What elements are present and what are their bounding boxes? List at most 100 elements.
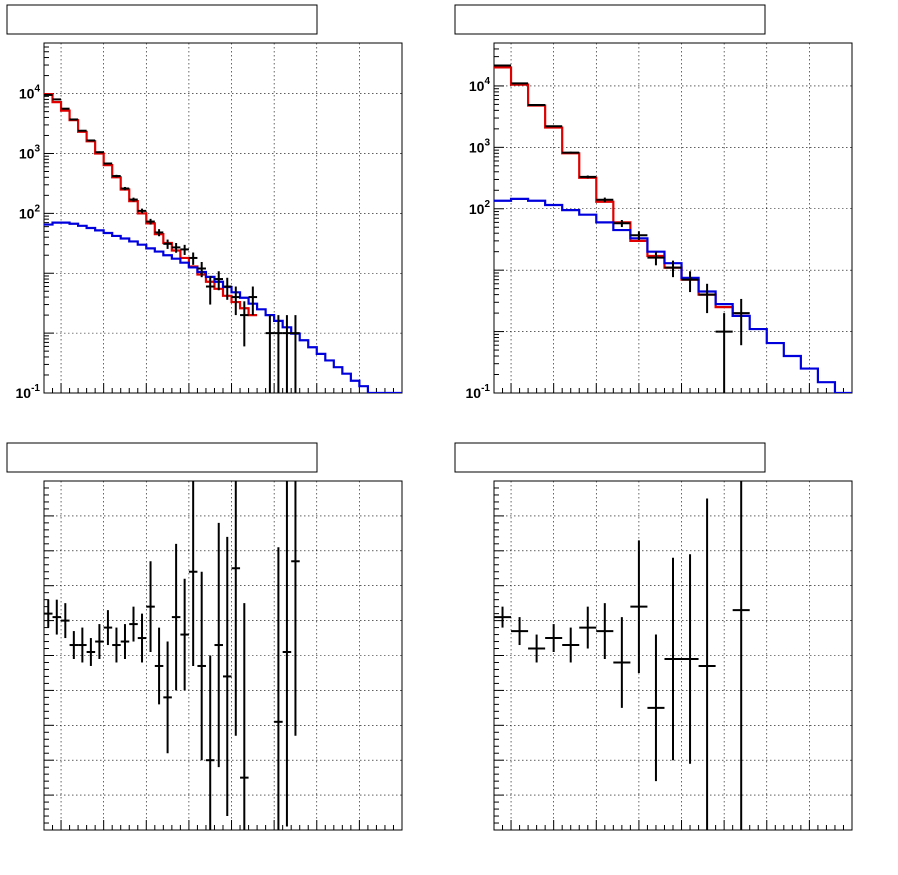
data-point (163, 641, 172, 754)
data-point (291, 315, 300, 393)
data-point (171, 543, 181, 691)
data-point (120, 624, 130, 659)
data-point (69, 631, 79, 659)
data-point (494, 606, 512, 628)
data-point (171, 242, 181, 253)
y-tick-label: 102 (19, 203, 41, 221)
data-point (511, 82, 529, 85)
data-point (214, 271, 223, 291)
data-point (240, 301, 249, 347)
title-box (6, 4, 318, 35)
data-point (223, 536, 232, 817)
data-point (197, 262, 206, 278)
chart-panel-3 (6, 442, 403, 831)
title-box (454, 4, 766, 35)
data-point (197, 571, 206, 761)
plot-area (44, 481, 300, 830)
data-point (61, 107, 70, 110)
series-step-line-2 (494, 197, 852, 393)
chart-panel-4 (454, 442, 853, 831)
data-point (511, 617, 529, 646)
data-point (137, 613, 147, 663)
data-point (681, 271, 699, 293)
y-tick-label: 10-1 (16, 383, 41, 401)
data-point (44, 93, 53, 96)
data-point (579, 606, 597, 649)
chart-panel-1: 10-1 102 103 104 (6, 4, 403, 401)
y-tick-label: 102 (469, 199, 491, 217)
data-point (86, 139, 96, 142)
data-point (698, 283, 716, 314)
title-box (454, 442, 766, 473)
plot-area (44, 93, 402, 393)
y-tick-label: 104 (19, 84, 41, 102)
data-point (698, 498, 716, 830)
data-point (630, 540, 648, 673)
data-point (664, 260, 682, 278)
data-point (291, 481, 300, 736)
y-tick-label: 103 (19, 143, 41, 161)
chart-panel-2: 10-1 102 103 104 (454, 4, 853, 401)
title-box (6, 442, 318, 473)
data-point (129, 197, 138, 202)
data-point (52, 599, 62, 635)
data-point (248, 286, 258, 316)
data-point (61, 603, 70, 639)
data-point (103, 610, 113, 646)
data-point (95, 151, 104, 154)
data-point (732, 481, 750, 830)
y-tick-label: 104 (469, 76, 491, 94)
plot-area (494, 481, 750, 830)
data-point (112, 174, 121, 178)
data-point (86, 638, 96, 666)
data-point (240, 603, 249, 830)
plot-frame (43, 42, 403, 394)
series-step-line-1 (44, 93, 258, 317)
data-point (180, 578, 189, 691)
data-point (52, 98, 62, 101)
data-point (630, 231, 648, 240)
data-point (112, 627, 121, 663)
data-point (120, 186, 130, 191)
data-point (613, 617, 631, 708)
data-point (715, 313, 733, 393)
data-point (732, 298, 750, 346)
data-point (188, 481, 198, 666)
data-point (163, 239, 172, 249)
data-point (613, 220, 631, 228)
data-point (103, 162, 113, 165)
data-point (205, 655, 215, 830)
data-point (265, 315, 275, 393)
y-tick-label: 10-1 (466, 383, 491, 401)
data-point (274, 315, 283, 393)
data-point (528, 103, 546, 106)
data-point (282, 481, 292, 827)
data-point (154, 229, 164, 237)
data-point (188, 252, 198, 265)
data-point (562, 151, 580, 154)
data-point (681, 554, 699, 764)
data-point (44, 599, 53, 628)
y-tick-label: 103 (469, 137, 491, 155)
series-step-line-2 (44, 221, 402, 393)
data-point (545, 125, 563, 128)
data-point (146, 218, 155, 225)
data-point (562, 627, 580, 663)
data-point (146, 561, 155, 653)
data-point (154, 627, 164, 705)
data-point (95, 624, 104, 659)
data-point (231, 286, 241, 316)
data-point (180, 244, 189, 255)
data-point (647, 634, 665, 782)
data-point (231, 481, 241, 736)
data-point (205, 275, 215, 305)
data-point (647, 251, 665, 266)
data-point (274, 547, 283, 830)
data-point (596, 197, 614, 203)
data-point (129, 606, 138, 642)
plot-area (494, 64, 852, 393)
data-point (664, 557, 682, 761)
data-point (214, 522, 223, 768)
data-point (223, 277, 232, 300)
